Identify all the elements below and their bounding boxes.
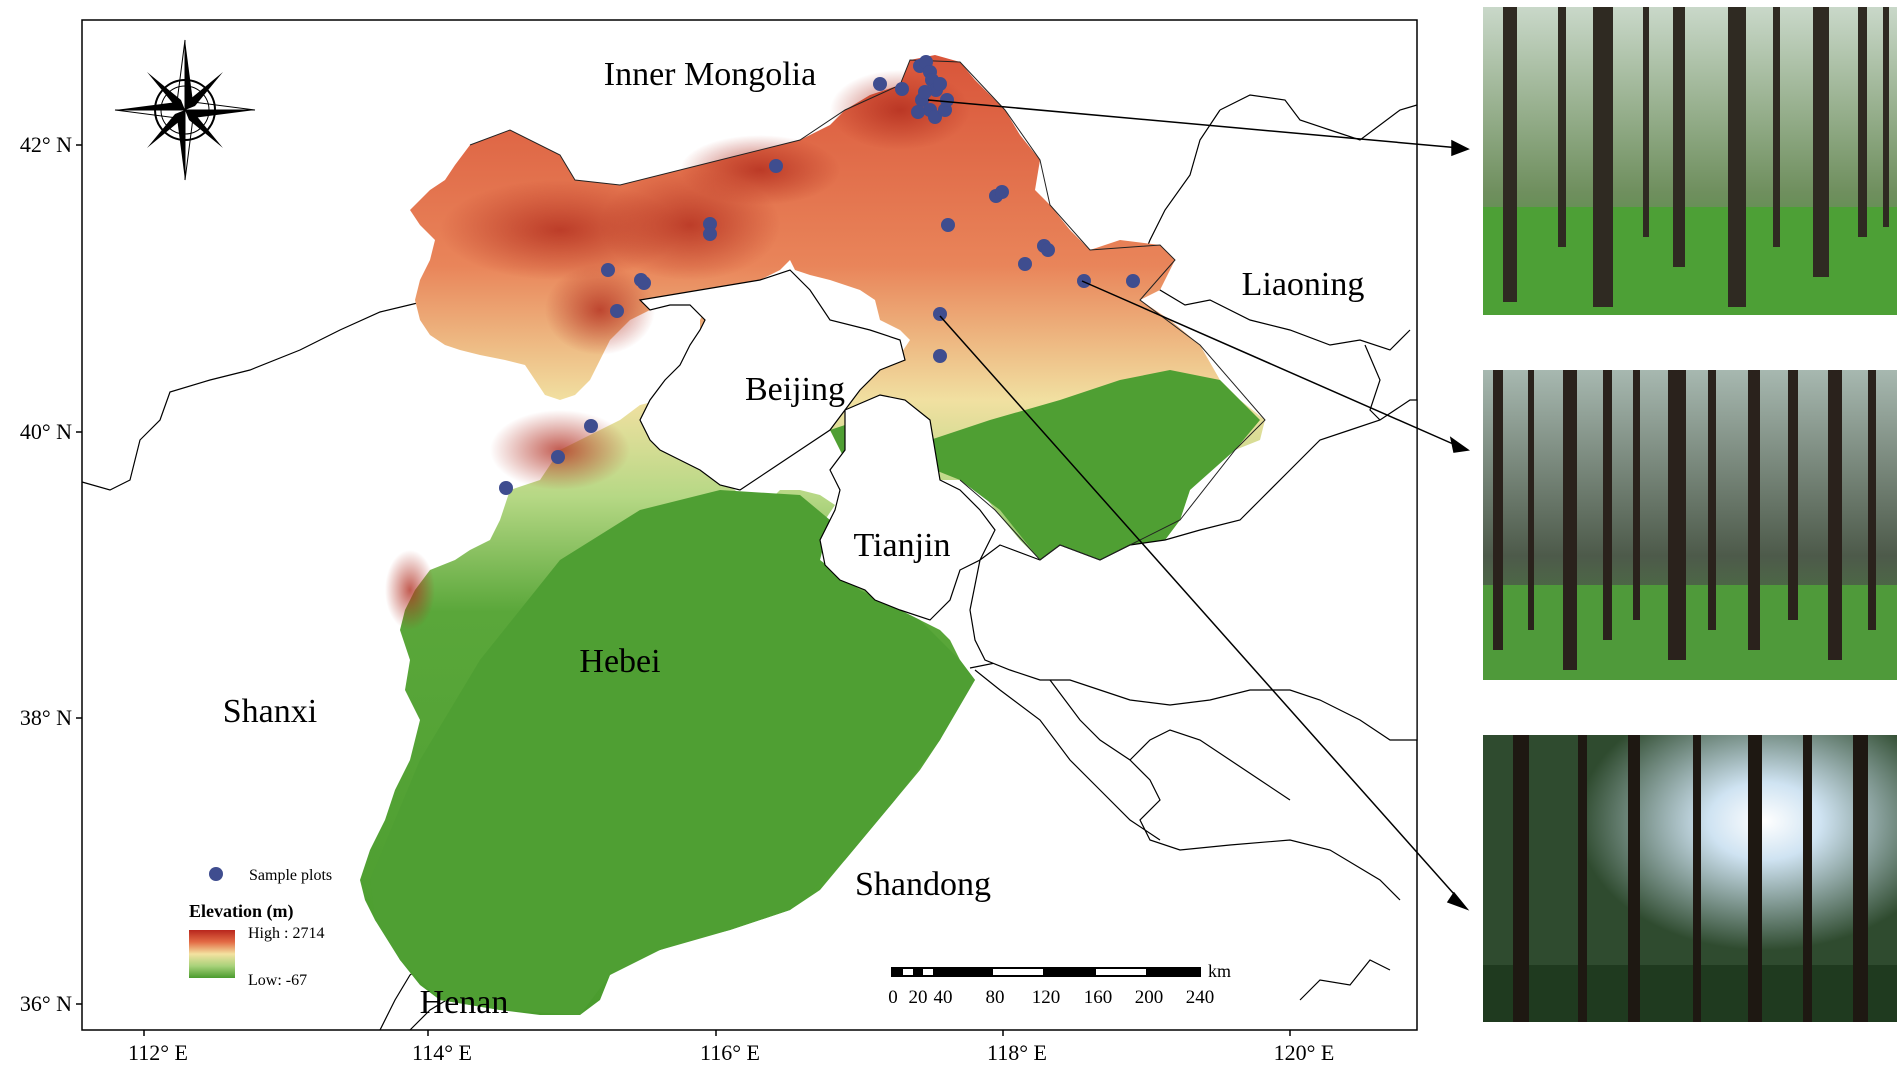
sample-plot-marker xyxy=(601,263,615,277)
forest-photo-icon xyxy=(1483,735,1897,1022)
sample-plot-marker xyxy=(940,93,954,107)
scale-bar: km 0 20 40 80 120 160 200 240 xyxy=(888,961,1231,1008)
sample-plot-marker xyxy=(703,227,717,241)
sample-plot-marker xyxy=(703,217,717,231)
label-shandong: Shandong xyxy=(855,866,991,903)
scale-tick-40: 40 xyxy=(934,987,953,1008)
scale-tick-120: 120 xyxy=(1032,987,1061,1008)
label-liaoning: Liaoning xyxy=(1242,266,1365,303)
label-henan: Henan xyxy=(420,984,509,1021)
municipality-cutouts xyxy=(638,269,996,621)
sample-plot-marker xyxy=(1077,274,1091,288)
forest-photo-icon xyxy=(1483,370,1897,680)
scale-tick-20: 20 xyxy=(909,987,928,1008)
lon-label-116: 116° E xyxy=(700,1040,760,1065)
legend-elevation-ramp xyxy=(189,930,235,978)
sample-plot-marker xyxy=(499,481,513,495)
sample-plot-marker xyxy=(933,349,947,363)
forest-photo-icon xyxy=(1483,7,1897,315)
lon-label-114: 114° E xyxy=(412,1040,472,1065)
map: 42° N 40° N 38° N 36° N 112° E 114° E 11… xyxy=(20,19,1470,1065)
sample-plot-marker xyxy=(584,419,598,433)
longitude-axis xyxy=(143,1030,1291,1036)
sample-plot-marker xyxy=(1018,257,1032,271)
lat-label-42: 42° N xyxy=(20,132,72,157)
label-beijing: Beijing xyxy=(745,371,845,408)
scale-tick-0: 0 xyxy=(888,987,898,1008)
scale-tick-200: 200 xyxy=(1135,987,1164,1008)
legend-low-label: Low: -67 xyxy=(248,972,307,989)
sample-plot-marker xyxy=(610,304,624,318)
sample-plot-marker xyxy=(634,273,648,287)
sample-plot-marker xyxy=(941,218,955,232)
forest-photo-2 xyxy=(1483,370,1897,680)
legend-elevation-title: Elevation (m) xyxy=(189,901,293,922)
lat-label-38: 38° N xyxy=(20,705,72,730)
lon-label-120: 120° E xyxy=(1274,1040,1335,1065)
tianjin-area xyxy=(819,394,996,621)
sample-plot-marker xyxy=(1041,243,1055,257)
forest-photo-3 xyxy=(1483,735,1897,1022)
mountain-ridges xyxy=(385,70,970,630)
label-inner-mongolia: Inner Mongolia xyxy=(604,56,816,93)
sample-plot-marker xyxy=(873,77,887,91)
label-tianjin: Tianjin xyxy=(853,527,950,564)
lon-label-112: 112° E xyxy=(128,1040,188,1065)
sample-plot-marker xyxy=(769,159,783,173)
sample-plot-marker xyxy=(933,77,947,91)
label-shanxi: Shanxi xyxy=(223,693,317,730)
lat-label-40: 40° N xyxy=(20,419,72,444)
sample-plot-marker xyxy=(918,85,932,99)
scale-unit: km xyxy=(1208,961,1231,981)
scale-tick-240: 240 xyxy=(1186,987,1215,1008)
hebei-outline xyxy=(469,59,1266,561)
sample-plots xyxy=(499,55,1140,495)
sample-plot-marker xyxy=(995,185,1009,199)
legend: Sample plots Elevation (m) High : 2714 L… xyxy=(189,867,332,989)
sample-plot-marker xyxy=(911,105,925,119)
sample-plot-marker xyxy=(551,450,565,464)
forest-photo-1 xyxy=(1483,7,1897,315)
sample-plot-marker xyxy=(933,307,947,321)
photo-arrows xyxy=(927,99,1470,911)
lon-label-118: 118° E xyxy=(987,1040,1047,1065)
sample-plot-marker xyxy=(1126,274,1140,288)
legend-high-label: High : 2714 xyxy=(248,925,324,942)
legend-sample-plots-label: Sample plots xyxy=(249,867,332,884)
sample-plot-marker xyxy=(895,82,909,96)
sample-plot-marker xyxy=(928,110,942,124)
beijing-area xyxy=(638,269,906,491)
label-hebei: Hebei xyxy=(579,643,660,680)
latitude-axis xyxy=(76,144,82,1005)
scale-tick-160: 160 xyxy=(1084,987,1113,1008)
legend-sample-plot-marker xyxy=(209,867,223,881)
plains xyxy=(370,370,1260,1015)
bohai-sea xyxy=(969,399,1418,741)
compass-rose-icon xyxy=(114,39,256,181)
scale-tick-80: 80 xyxy=(986,987,1005,1008)
lat-label-36: 36° N xyxy=(20,991,72,1016)
